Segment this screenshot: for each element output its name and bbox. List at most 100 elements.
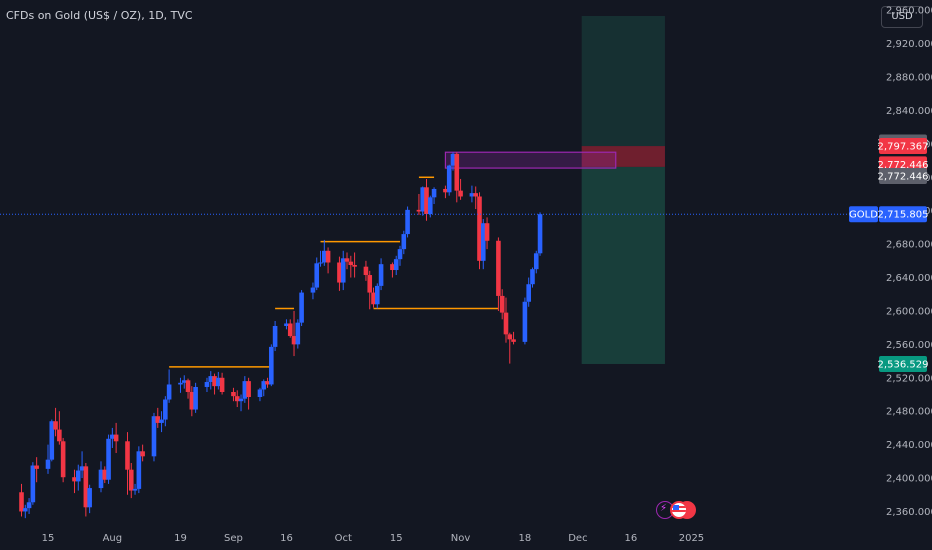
symbol-badge: GOLD <box>849 206 878 223</box>
candle-body <box>390 264 395 271</box>
candle-body <box>340 258 346 283</box>
candle <box>499 289 505 320</box>
candle <box>34 457 39 483</box>
candle <box>178 377 183 393</box>
candle <box>79 451 85 479</box>
candle-body <box>57 429 62 442</box>
candle <box>431 187 437 205</box>
candle-body <box>87 488 92 508</box>
candle-body <box>30 465 36 503</box>
candle <box>166 369 172 403</box>
candle-body <box>458 190 463 197</box>
price-badge-bg <box>879 138 927 155</box>
candle-body <box>314 263 320 288</box>
candle-body <box>163 399 168 420</box>
candle-body <box>113 434 119 442</box>
candle-body <box>204 381 210 387</box>
candle-body <box>374 285 380 305</box>
candle-body <box>473 193 479 197</box>
candle <box>26 498 32 514</box>
candle <box>420 186 426 216</box>
candle <box>469 185 475 203</box>
candle <box>511 331 516 345</box>
event-icons[interactable] <box>656 501 696 521</box>
candle <box>295 319 301 349</box>
candle-body <box>427 197 433 215</box>
candle <box>310 282 316 300</box>
candle <box>477 192 482 270</box>
x-tick-label: 16 <box>280 533 293 544</box>
candle-body <box>363 266 369 276</box>
candle <box>299 290 304 326</box>
candle-body <box>322 250 327 263</box>
candle-body <box>242 381 248 399</box>
currency-button[interactable]: USD <box>881 6 923 28</box>
candle <box>83 463 89 517</box>
x-tick-label: 15 <box>42 533 55 544</box>
y-tick-label: 2,360.000 <box>886 507 932 518</box>
candle <box>269 344 274 387</box>
zone-box <box>444 151 617 169</box>
x-tick-label: 2025 <box>679 533 704 544</box>
time-axis: 15 Aug 19 Sep 16 Oct 15 Nov 18 Dec 16 2025 <box>42 533 705 544</box>
candle <box>125 432 130 495</box>
candle-body <box>155 416 161 423</box>
candle <box>45 444 51 474</box>
candle <box>484 217 490 250</box>
x-tick-label: 19 <box>174 533 187 544</box>
y-tick-label: 2,480.000 <box>886 407 932 418</box>
us-flag-icon[interactable] <box>670 501 688 519</box>
price-badge-label: 2,772.446 <box>878 172 929 183</box>
candle <box>458 178 463 200</box>
candle <box>427 195 433 218</box>
candle <box>348 255 354 278</box>
level-lines <box>169 176 499 368</box>
candle <box>75 464 81 491</box>
candle <box>110 427 115 448</box>
candle <box>287 319 293 338</box>
candle-body <box>185 380 191 392</box>
x-tick-label: Dec <box>568 533 587 544</box>
candle-body <box>443 188 448 193</box>
candle <box>53 407 58 437</box>
candle-body <box>72 477 77 482</box>
symbol-badge-label: GOLD <box>849 210 878 221</box>
candle-body <box>60 441 66 478</box>
candle-body <box>325 250 331 263</box>
candle-body <box>231 391 236 397</box>
candle-body <box>469 193 475 197</box>
candle <box>446 164 452 196</box>
candle <box>393 255 399 276</box>
candle-body <box>454 153 460 191</box>
candle <box>390 262 395 278</box>
candle <box>405 206 410 238</box>
candle <box>257 387 263 402</box>
chart-title: CFDs on Gold (US$ / OZ), 1D, TVC <box>6 9 193 22</box>
candle <box>102 466 108 484</box>
candle-body <box>299 292 304 323</box>
candle-body <box>507 334 513 340</box>
candle-body <box>511 339 516 342</box>
candle <box>212 373 217 395</box>
price-badge-label: 2,772.446 <box>878 160 929 171</box>
candle <box>113 422 119 453</box>
flash-icon[interactable] <box>656 501 674 519</box>
candle <box>216 371 221 390</box>
candle-body <box>98 469 104 489</box>
candle-body <box>151 416 157 457</box>
candle <box>480 219 486 270</box>
candle <box>367 270 373 310</box>
candle-body <box>189 391 195 410</box>
candle <box>401 230 407 255</box>
candle-body <box>526 284 531 302</box>
candle <box>272 320 278 352</box>
x-tick-label: Sep <box>224 533 243 544</box>
candle-body <box>371 292 376 305</box>
candle <box>181 375 187 389</box>
price-badge-label: 2,715.805 <box>878 210 929 221</box>
candle <box>238 394 244 412</box>
candle-body <box>424 187 429 215</box>
candle-body <box>212 376 217 387</box>
price-badge: 2,536.529 <box>878 355 928 372</box>
